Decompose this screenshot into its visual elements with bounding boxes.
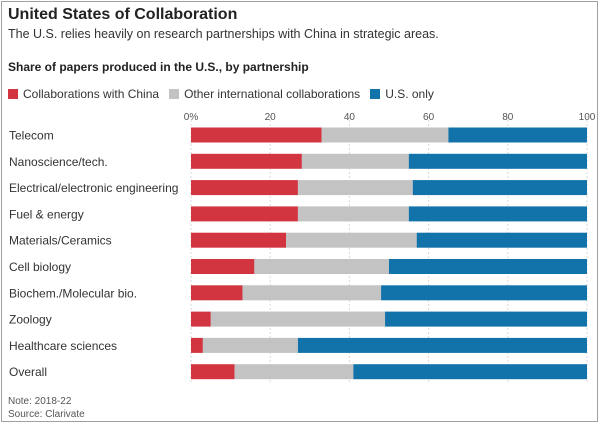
- bar-segment: [353, 364, 587, 380]
- bar-segment: [191, 206, 298, 222]
- bar-segment: [234, 364, 354, 380]
- legend-swatch-china: [8, 89, 18, 99]
- legend-item-china: Collaborations with China: [8, 87, 159, 101]
- x-tick-label: 40: [344, 112, 356, 123]
- bar-segment: [389, 259, 587, 274]
- bar-segment: [381, 285, 587, 301]
- source-note: Source: Clarivate: [8, 409, 85, 420]
- bar-segment: [210, 311, 386, 327]
- bar-segment: [297, 337, 587, 353]
- bar-segment: [297, 206, 409, 222]
- bar-segment: [191, 259, 255, 274]
- category-label: Electrical/electronic engineering: [9, 181, 178, 195]
- category-label: Overall: [9, 365, 47, 379]
- footnote: Note: 2018-22: [8, 396, 72, 407]
- legend-swatch-us-only: [370, 89, 381, 99]
- bar-segment: [191, 180, 298, 196]
- legend-label-us-only: U.S. only: [385, 87, 434, 101]
- bar-segment: [301, 153, 409, 169]
- category-label: Biochem./Molecular bio.: [9, 286, 137, 300]
- x-tick-label: 80: [502, 112, 514, 123]
- bar-segment: [286, 232, 417, 248]
- x-tick-label: 0%: [184, 112, 199, 123]
- bar-segment: [242, 285, 382, 301]
- bar-segment: [408, 153, 587, 169]
- chart-legend: Collaborations with China Other internat…: [8, 87, 444, 101]
- legend-label-china: Collaborations with China: [23, 87, 160, 101]
- legend-item-us-only: U.S. only: [370, 87, 434, 101]
- category-label: Fuel & energy: [9, 207, 84, 221]
- bar-segment: [191, 364, 235, 380]
- category-label: Zoology: [9, 313, 52, 327]
- legend-label-other-international: Other international collaborations: [184, 87, 361, 101]
- category-label: Telecom: [9, 129, 54, 143]
- category-label: Cell biology: [9, 260, 71, 274]
- bar-segment: [297, 180, 413, 196]
- category-label: Nanoscience/tech.: [9, 155, 108, 169]
- bar-segment: [191, 232, 287, 248]
- bar-segment: [191, 127, 322, 143]
- x-tick-label: 100: [579, 112, 596, 123]
- bar-segment: [191, 311, 211, 327]
- bar-segment: [191, 285, 243, 301]
- bar-segment: [254, 259, 389, 274]
- bar-segment: [202, 337, 298, 353]
- page-subtitle: The U.S. relies heavily on research part…: [8, 27, 439, 41]
- bar-segment: [412, 180, 587, 196]
- bar-segment: [408, 206, 587, 222]
- bar-segment: [321, 127, 449, 143]
- bar-segment: [191, 337, 203, 353]
- legend-swatch-other-international: [169, 89, 180, 99]
- x-tick-label: 60: [423, 112, 435, 123]
- category-label: Healthcare sciences: [9, 339, 117, 353]
- chart-heading: Share of papers produced in the U.S., by…: [8, 60, 309, 74]
- x-tick-label: 20: [265, 112, 277, 123]
- bar-segment: [448, 127, 587, 143]
- page-title: United States of Collaboration: [8, 6, 238, 23]
- legend-item-other-international: Other international collaborations: [169, 87, 360, 101]
- category-label: Materials/Ceramics: [9, 234, 112, 248]
- bar-segment: [385, 311, 587, 327]
- bar-segment: [191, 153, 302, 169]
- bar-segment: [416, 232, 587, 248]
